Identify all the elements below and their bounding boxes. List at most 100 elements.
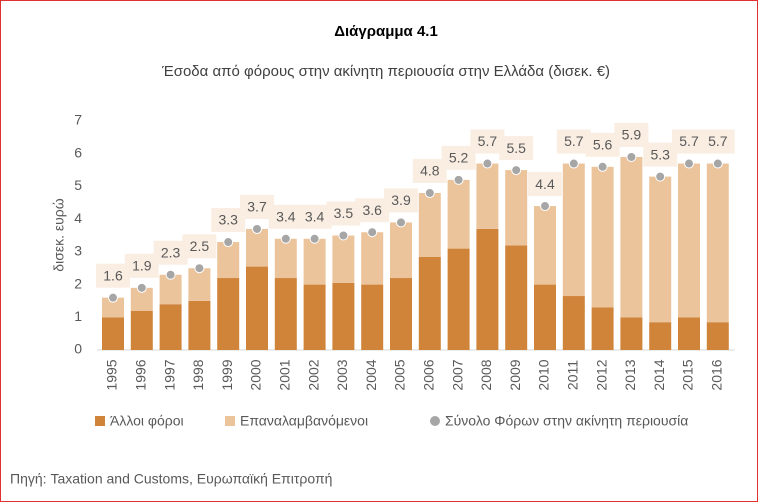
x-tick-label: 2012 (593, 359, 609, 390)
bar-segment (649, 322, 672, 350)
value-label: 5.3 (650, 146, 670, 162)
value-label-bg (326, 201, 361, 226)
value-label-bg (470, 129, 505, 154)
total-dot (194, 263, 205, 274)
bar-segment (390, 222, 412, 279)
y-tick-label: 3 (74, 243, 82, 259)
y-tick-label: 6 (74, 144, 82, 160)
total-dot (367, 227, 378, 238)
bar-segment (130, 287, 153, 311)
legend-marker (225, 416, 235, 426)
value-label-bg (240, 194, 274, 219)
bar-segment (476, 163, 499, 229)
bar-segment (274, 238, 297, 279)
x-tick-label: 2010 (536, 359, 552, 390)
value-label-bg (643, 142, 678, 167)
value-label: 3.3 (218, 212, 238, 228)
y-tick-label: 1 (74, 308, 82, 324)
chart-title: Διάγραμμα 4.1 (334, 23, 438, 40)
total-dot (540, 201, 550, 212)
total-dot (597, 161, 608, 172)
value-label: 5.7 (478, 133, 498, 149)
bar-segment (562, 163, 585, 297)
x-tick-label: 2016 (709, 359, 725, 390)
x-tick-label: 1995 (104, 359, 120, 390)
y-tick-label: 2 (74, 275, 82, 291)
x-tick-label: 2001 (277, 359, 293, 390)
bar-segment (159, 304, 182, 350)
bar-segment (678, 317, 700, 350)
value-label-bg (297, 204, 332, 229)
bar-segment (649, 176, 672, 323)
value-label: 5.6 (593, 137, 613, 153)
value-label: 3.7 (247, 199, 267, 215)
chart-subtitle: Έσοδα από φόρους στην ακίνητη περιουσία … (161, 63, 610, 80)
x-tick-label: 2014 (651, 359, 667, 390)
total-dot (482, 158, 493, 169)
total-dot (108, 292, 118, 303)
bar-segment (303, 238, 326, 285)
value-label: 5.9 (622, 127, 642, 143)
value-label: 5.5 (506, 140, 526, 156)
value-label: 3.9 (391, 192, 411, 208)
total-dot (338, 230, 349, 241)
value-label-bg (124, 253, 159, 278)
total-dot (309, 233, 320, 244)
value-label: 1.6 (103, 267, 123, 283)
value-label: 5.7 (708, 133, 728, 149)
value-label: 4.8 (420, 163, 440, 179)
bar-segment (591, 307, 614, 350)
total-dot (223, 237, 234, 248)
value-label-bg (384, 188, 418, 213)
x-tick-label: 2011 (565, 360, 581, 390)
legend-marker (430, 416, 440, 426)
bar-segment (246, 228, 268, 267)
value-label-bg (499, 136, 534, 161)
value-label-bg (153, 240, 188, 265)
total-dot (252, 223, 262, 234)
value-label-bg (672, 129, 706, 154)
x-tick-label: 2006 (421, 359, 437, 390)
bar-segment (274, 278, 297, 350)
bar-segment (188, 268, 211, 301)
x-tick-label: 1998 (190, 359, 206, 390)
x-tick-label: 2000 (248, 359, 264, 390)
y-tick-label: 5 (74, 177, 82, 193)
value-label-bg (182, 234, 217, 259)
value-label-bg (211, 208, 246, 233)
x-tick-label: 2002 (305, 359, 321, 390)
value-label: 2.5 (190, 238, 210, 254)
bar-segment (534, 284, 556, 350)
value-label: 3.4 (305, 208, 325, 224)
y-axis-label: δισεκ. ευρώ (51, 198, 67, 271)
bar-segment (505, 245, 528, 350)
value-label-bg (441, 145, 476, 170)
total-dot (424, 187, 435, 198)
value-label: 2.3 (161, 244, 181, 260)
y-tick-label: 0 (74, 341, 82, 357)
legend-label: Σύνολο Φόρων στην ακίνητη περιουσία (445, 413, 688, 429)
value-label: 5.7 (564, 133, 584, 149)
value-label: 3.4 (276, 208, 296, 224)
x-tick-label: 1999 (219, 359, 235, 390)
bar-segment (447, 248, 470, 350)
total-dot (165, 269, 176, 280)
y-tick-label: 4 (74, 210, 82, 226)
bar-segment (188, 300, 211, 350)
total-dot (136, 282, 147, 293)
legend-marker (95, 416, 105, 426)
bar-segment (678, 163, 700, 318)
bar-segment (591, 166, 614, 308)
total-dot (684, 158, 694, 169)
bar-segment (246, 266, 268, 350)
bar-segment (534, 206, 556, 285)
bar-segment (361, 284, 384, 350)
bar-segment (418, 192, 441, 257)
total-dot (655, 171, 666, 182)
x-tick-label: 2007 (449, 359, 465, 390)
x-tick-label: 1997 (161, 359, 177, 390)
total-dot (280, 233, 291, 244)
value-label-bg (96, 263, 130, 288)
bar-segment (620, 317, 643, 350)
